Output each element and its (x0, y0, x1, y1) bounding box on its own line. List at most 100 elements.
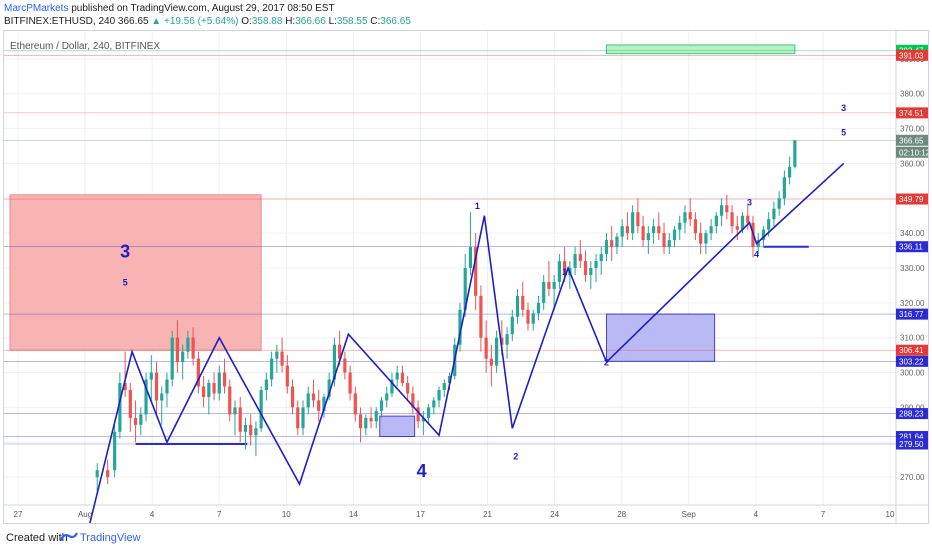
candle (463, 268, 467, 310)
time-tick: 10 (886, 510, 895, 519)
candle (113, 431, 117, 471)
candle (788, 166, 792, 178)
candle (589, 268, 593, 275)
candle (317, 400, 321, 411)
wave-label: 5 (841, 128, 846, 138)
zone-red (9, 194, 262, 351)
time-tick: 27 (14, 510, 23, 519)
price-badge (896, 241, 928, 253)
candle (704, 233, 708, 244)
publish-line: MarcPMarkets published on TradingView.co… (4, 3, 335, 14)
zone-blue (379, 415, 416, 438)
candle (563, 261, 567, 275)
candle (557, 261, 561, 282)
candle (547, 281, 551, 289)
candle (657, 226, 661, 234)
candle (693, 219, 698, 234)
candle (536, 302, 541, 314)
candle (426, 407, 431, 418)
candle (521, 295, 525, 310)
price-badge-label: 306.41 (899, 346, 924, 355)
candle (338, 344, 342, 359)
time-tick: 10 (282, 510, 291, 519)
candle (793, 140, 797, 167)
time-tick: 24 (550, 510, 559, 519)
candle (175, 337, 180, 363)
candle (290, 386, 295, 408)
level-lines-layer (4, 49, 896, 446)
candle (447, 376, 452, 384)
candle (186, 337, 190, 352)
candle (636, 212, 640, 227)
candle (133, 417, 138, 425)
candle (343, 358, 347, 373)
tradingview-logo-icon (59, 530, 78, 547)
time-tick: 14 (349, 510, 358, 519)
candle (542, 281, 546, 303)
candle (296, 407, 300, 429)
candle (165, 379, 169, 394)
candle (348, 372, 352, 394)
candle (458, 309, 462, 345)
price-badge (896, 344, 928, 356)
created-with-text: Created with (6, 532, 68, 544)
symbol-line: BITFINEX:ETHUSD, 240 366.65 ▲ +19.56 (+5… (4, 16, 411, 27)
time-tick: 7 (217, 510, 222, 519)
time-tick: 7 (821, 510, 826, 519)
price-badge (896, 431, 928, 443)
candle (714, 215, 718, 227)
candle (699, 233, 703, 244)
wave-label: 2 (604, 358, 609, 368)
candle (688, 212, 692, 220)
candle (379, 400, 384, 411)
candle (583, 261, 588, 275)
candle (207, 383, 211, 397)
time-tick: 4 (150, 510, 155, 519)
candle (510, 316, 514, 335)
candle (740, 215, 745, 230)
candle (573, 254, 577, 268)
close-label: C: (370, 16, 381, 27)
candle (369, 417, 373, 422)
price-badge (896, 355, 928, 367)
candle (474, 247, 478, 296)
candle (306, 393, 310, 408)
price-badge-label: 374.51 (899, 109, 924, 118)
price-badge (896, 107, 928, 119)
price-tick: 270.00 (900, 473, 925, 482)
candle (620, 226, 624, 237)
wave-label: 5 (123, 277, 128, 287)
candle (332, 344, 337, 380)
price-badge-label: 349.79 (899, 195, 924, 204)
chart-title: Ethereum / Dollar, 240, BITFINEX (10, 41, 160, 52)
price-tick: 330.00 (900, 264, 925, 273)
candle (411, 393, 415, 408)
elliott-wave-path (605, 162, 845, 363)
candle (285, 365, 289, 387)
candle (95, 470, 99, 478)
candle (468, 247, 473, 268)
candle (385, 393, 389, 401)
time-tick: 21 (483, 510, 492, 519)
candle (416, 407, 420, 422)
author-link[interactable]: MarcPMarkets (4, 3, 69, 14)
candle (264, 379, 268, 390)
time-tick: 17 (416, 510, 425, 519)
candle (327, 379, 331, 397)
candle (599, 254, 603, 262)
candle (390, 379, 394, 394)
candle (123, 383, 127, 390)
candle (280, 351, 284, 366)
tradingview-brand[interactable]: TradingView (80, 532, 141, 544)
countdown-label: 02:10:12 (899, 148, 928, 157)
candle (772, 208, 776, 220)
wave-label: 3 (747, 197, 752, 207)
candle (196, 358, 200, 387)
price-tick: 370.00 (900, 125, 925, 134)
candle (719, 205, 724, 216)
low-value: 358.55 (336, 16, 368, 27)
price-badge-label: 281.64 (899, 433, 924, 442)
candle (353, 393, 357, 415)
